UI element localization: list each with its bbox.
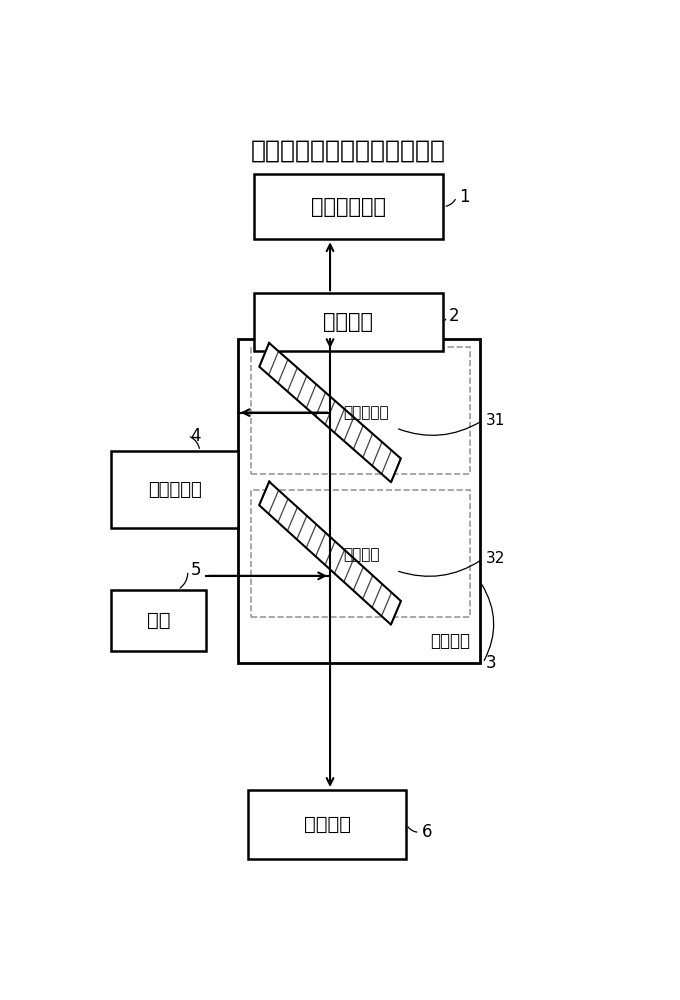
Bar bbox=[251, 347, 470, 474]
Bar bbox=[112, 451, 238, 528]
Text: 光源: 光源 bbox=[147, 611, 171, 630]
Text: 光谱仪装置: 光谱仪装置 bbox=[148, 481, 201, 499]
Text: 半透半反镜: 半透半反镜 bbox=[343, 405, 389, 420]
Text: 3: 3 bbox=[486, 654, 496, 672]
Text: 透镜装置: 透镜装置 bbox=[324, 312, 373, 332]
Text: 待测样品: 待测样品 bbox=[304, 815, 351, 834]
Bar bbox=[254, 293, 443, 351]
Text: 31: 31 bbox=[486, 413, 505, 428]
Text: 2: 2 bbox=[449, 307, 459, 325]
Text: 4: 4 bbox=[190, 427, 201, 445]
Polygon shape bbox=[259, 343, 401, 482]
Text: 32: 32 bbox=[486, 551, 505, 566]
Text: 手机成像装置: 手机成像装置 bbox=[311, 197, 386, 217]
Text: 二向色镜: 二向色镜 bbox=[343, 548, 379, 563]
Bar bbox=[248, 790, 407, 859]
Text: 1: 1 bbox=[459, 188, 470, 206]
Bar bbox=[251, 490, 470, 617]
Polygon shape bbox=[259, 482, 401, 625]
Bar bbox=[254, 174, 443, 239]
Text: 6: 6 bbox=[422, 823, 432, 841]
Text: 基于手机的显微光谱成像系统: 基于手机的显微光谱成像系统 bbox=[251, 139, 446, 163]
Text: 分光装置: 分光装置 bbox=[430, 632, 470, 650]
Text: 5: 5 bbox=[190, 561, 201, 579]
Bar bbox=[238, 339, 480, 663]
Bar bbox=[112, 590, 206, 651]
